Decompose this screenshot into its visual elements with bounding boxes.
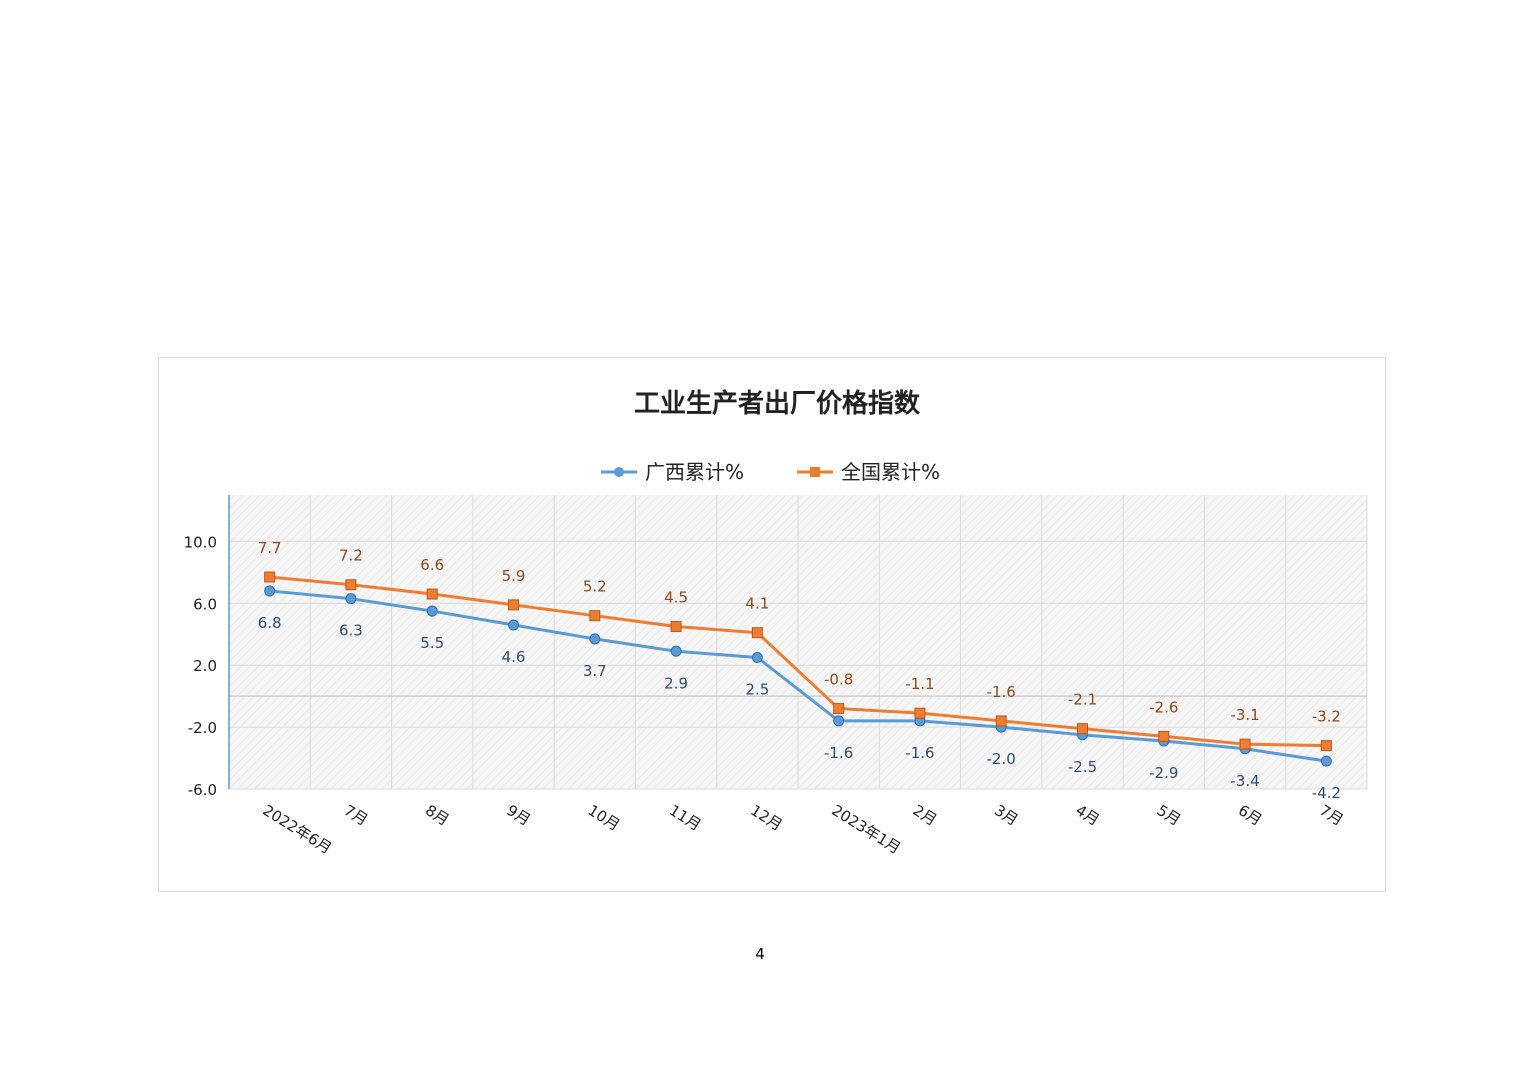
data-label: 4.5 (664, 589, 688, 607)
data-point (426, 588, 438, 600)
data-point (589, 633, 601, 645)
data-label: -3.2 (1312, 708, 1341, 726)
data-label: -3.1 (1230, 706, 1259, 724)
x-tick-label: 11月 (666, 801, 704, 834)
data-point (995, 715, 1007, 727)
data-point (751, 651, 763, 663)
data-point (1158, 730, 1170, 742)
y-tick-label: -6.0 (188, 781, 217, 799)
chart-title: 工业生产者出厂价格指数 (634, 388, 921, 419)
x-tick-label: 5月 (1154, 801, 1184, 829)
series-line (269, 589, 1327, 763)
x-tick-label: 2022年6月 (260, 801, 335, 857)
data-point (264, 585, 276, 597)
data-label: 2.9 (664, 674, 688, 692)
data-point (914, 707, 926, 719)
x-tick-label: 2023年1月 (829, 801, 904, 857)
data-label: 6.3 (339, 622, 363, 640)
data-label: -2.5 (1068, 758, 1097, 776)
x-tick-label: 7月 (341, 801, 371, 829)
data-label: 5.5 (420, 634, 444, 652)
x-tick-label: 10月 (585, 801, 623, 834)
data-label: -1.1 (905, 675, 934, 693)
data-label: 7.7 (258, 539, 282, 557)
x-tick-label: 9月 (503, 801, 533, 829)
data-point (1239, 738, 1251, 750)
data-label: -2.9 (1149, 764, 1178, 782)
data-point (1320, 755, 1332, 767)
x-tick-label: 7月 (1316, 801, 1346, 829)
data-label: -1.6 (987, 683, 1016, 701)
data-label: 2.5 (745, 680, 769, 698)
data-point (508, 599, 519, 611)
data-label: 7.2 (339, 547, 363, 565)
y-tick-label: -2.0 (188, 719, 217, 737)
x-tick-label: 2月 (910, 801, 940, 829)
x-tick-label: 4月 (1072, 801, 1102, 829)
data-point (670, 621, 682, 633)
data-point (508, 619, 519, 631)
x-tick-label: 8月 (422, 801, 452, 829)
data-point (833, 715, 845, 727)
data-point (264, 571, 276, 583)
legend-marker (614, 467, 624, 477)
data-label: 6.8 (258, 614, 282, 632)
y-tick-label: 6.0 (193, 595, 217, 613)
data-label: -1.6 (824, 744, 853, 762)
data-point (1077, 723, 1088, 735)
data-label: 3.7 (583, 662, 607, 680)
data-label: 5.9 (502, 567, 526, 585)
data-point (670, 645, 682, 657)
y-tick-label: 2.0 (193, 657, 217, 675)
data-point (751, 627, 763, 639)
data-label: -3.4 (1230, 772, 1259, 790)
x-tick-label: 12月 (747, 801, 785, 834)
x-tick-label: 6月 (1235, 801, 1265, 829)
data-point (345, 593, 357, 605)
legend-label: 广西累计% (645, 460, 744, 484)
data-point (345, 579, 357, 591)
data-label: 5.2 (583, 578, 607, 596)
line-chart: 工业生产者出厂价格指数 广西累计% 全国累计% 10.0 6.0 2.0 -2.0 -6.… (184, 388, 1368, 858)
data-point (589, 610, 601, 622)
data-label: -2.0 (987, 750, 1016, 768)
data-label: -1.6 (905, 744, 934, 762)
series-line (269, 575, 1327, 748)
chart-frame: 工业生产者出厂价格指数 广西累计% 全国累计% 10.0 6.0 2.0 -2.0 -6.… (158, 357, 1386, 892)
data-point (1320, 740, 1332, 752)
legend-label: 全国累计% (841, 460, 940, 484)
page-number: 4 (755, 945, 765, 963)
x-tick-label: 3月 (991, 801, 1021, 829)
data-label: -2.1 (1068, 691, 1097, 709)
data-label: 4.1 (745, 595, 769, 613)
data-point (426, 605, 438, 617)
y-tick-label: 10.0 (184, 533, 217, 551)
data-label: -0.8 (824, 671, 853, 689)
data-label: -2.6 (1149, 698, 1178, 716)
data-label: 4.6 (502, 648, 526, 666)
data-point (833, 703, 845, 715)
data-label: 6.6 (420, 556, 444, 574)
legend: 广西累计% 全国累计% (601, 460, 940, 484)
legend-marker (810, 467, 820, 477)
data-label: -4.2 (1312, 784, 1341, 802)
